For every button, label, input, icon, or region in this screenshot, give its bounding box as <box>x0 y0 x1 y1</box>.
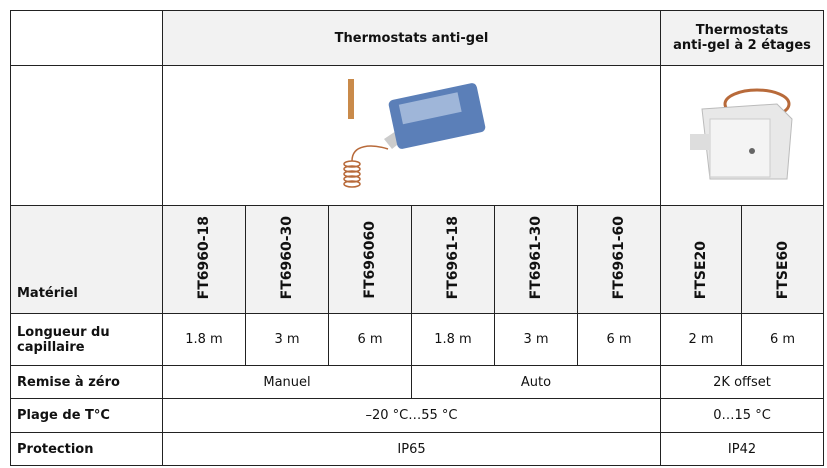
group-header: Thermostats anti-gel à 2 étages <box>660 10 825 66</box>
data-cell: Auto <box>410 365 662 399</box>
row-label-text: Protection <box>17 441 94 457</box>
data-row: Plage de T°C –20 °C…55 °C 0…15 °C <box>10 398 825 433</box>
product-image <box>342 78 485 188</box>
model-row: Matériel FT6960-18 FT6960-30 FT696060 FT6961… <box>10 205 825 314</box>
model-cell: FT6961-60 <box>576 205 662 314</box>
row-label-text: Plage de T°C <box>17 408 110 423</box>
row-label-text: Remise à zéro <box>17 374 120 390</box>
model-cell: FTSE60 <box>741 205 825 314</box>
row-label: Plage de T°C <box>10 398 163 433</box>
model-cell: FTSE20 <box>660 205 743 314</box>
row-label: Protection <box>10 432 163 466</box>
model-name: FT6960-30 <box>279 215 295 299</box>
model-cell: FT6960-18 <box>162 205 246 314</box>
model-name: FT6960-18 <box>196 215 212 299</box>
row-label: Remise à zéro <box>10 365 163 399</box>
data-row: Remise à zéro Manuel Auto 2K offset <box>10 365 825 399</box>
data-row: Protection IP65 IP42 <box>10 432 825 466</box>
data-cell: –20 °C…55 °C <box>161 398 662 433</box>
empty-cell <box>10 65 163 206</box>
model-cell: FT696060 <box>328 205 412 314</box>
model-name: FTSE20 <box>693 240 710 299</box>
data-cell: 1.8 m <box>411 313 495 366</box>
product-image <box>690 88 793 179</box>
data-cell: 0…15 °C <box>660 398 825 433</box>
image-cell <box>161 65 662 206</box>
model-cell: FT6960-30 <box>245 205 329 314</box>
data-cell: IP42 <box>660 432 825 466</box>
model-name: FTSE60 <box>774 240 791 299</box>
data-cell: 6 m <box>576 313 662 366</box>
data-cell: 2K offset <box>660 365 825 399</box>
data-cell: 1.8 m <box>162 313 246 366</box>
row-label-text: Longueur du capillaire <box>17 324 110 355</box>
row-label: Longueur du capillaire <box>10 313 163 366</box>
data-cell: IP65 <box>161 432 662 466</box>
model-name: FT6961-30 <box>528 215 544 299</box>
data-cell: 3 m <box>494 313 578 366</box>
model-cell: FT6961-30 <box>494 205 578 314</box>
corner-cell <box>10 10 163 66</box>
model-name: FT696060 <box>362 221 378 299</box>
data-cell: Manuel <box>162 365 412 399</box>
data-cell: 3 m <box>245 313 329 366</box>
model-name: FT6961-60 <box>611 215 627 299</box>
group-header: Thermostats anti-gel <box>161 10 662 66</box>
model-cell: FT6961-18 <box>411 205 495 314</box>
spec-table: Thermostats anti-gel Thermostats anti-ge… <box>10 10 825 466</box>
model-name: FT6961-18 <box>445 215 461 299</box>
data-cell: 6 m <box>328 313 412 366</box>
data-cell: 2 m <box>660 313 743 366</box>
row-header: Matériel <box>10 205 163 314</box>
data-cell: 6 m <box>741 313 825 366</box>
image-cell <box>660 65 825 206</box>
